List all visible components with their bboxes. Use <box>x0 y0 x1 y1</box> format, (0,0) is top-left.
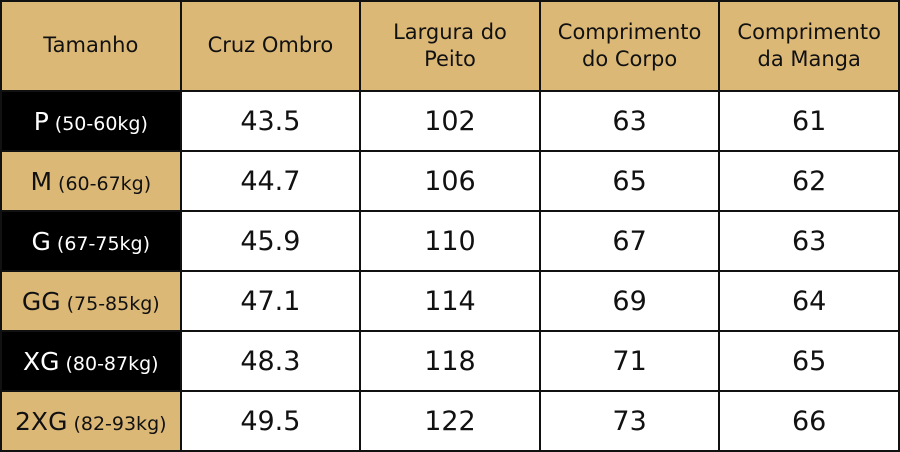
measure-cell: 44.7 <box>179 150 362 212</box>
header-cell: Comprimento da Manga <box>718 0 900 92</box>
weight-range: (60-67kg) <box>58 172 152 195</box>
measure-cell: 114 <box>359 270 541 332</box>
size-cell: 2XG (82-93kg) <box>0 390 182 452</box>
measure-cell: 43.5 <box>179 90 362 152</box>
size-row: XG (80-87kg) 48.3 118 71 65 <box>0 330 900 392</box>
measure-cell: 63 <box>718 210 900 272</box>
measure-cell: 47.1 <box>179 270 362 332</box>
size-row: 2XG (82-93kg) 49.5 122 73 66 <box>0 390 900 452</box>
header-cell: Largura do Peito <box>359 0 541 92</box>
size-label: M <box>30 166 53 196</box>
measure-cell: 118 <box>359 330 541 392</box>
measure-cell: 48.3 <box>179 330 362 392</box>
weight-range: (67-75kg) <box>56 232 151 255</box>
size-cell: G (67-75kg) <box>0 210 182 272</box>
size-row: M (60-67kg) 44.7 106 65 62 <box>0 150 900 212</box>
measure-cell: 67 <box>538 210 721 272</box>
header-cell: Comprimento do Corpo <box>538 0 721 92</box>
size-cell: XG (80-87kg) <box>0 330 182 392</box>
table-head: Tamanho Cruz Ombro Largura do Peito Comprim… <box>0 0 900 92</box>
size-label: XG <box>22 346 60 376</box>
size-label: G <box>31 226 51 256</box>
measure-cell: 122 <box>359 390 541 452</box>
measure-cell: 65 <box>538 150 721 212</box>
header-row: Tamanho Cruz Ombro Largura do Peito Comprim… <box>0 0 900 92</box>
size-cell: M (60-67kg) <box>0 150 182 212</box>
size-row: P (50-60kg) 43.5 102 63 61 <box>0 90 900 152</box>
size-label: GG <box>21 286 61 316</box>
measure-cell: 61 <box>718 90 900 152</box>
weight-range: (80-87kg) <box>65 352 159 375</box>
measure-cell: 71 <box>538 330 721 392</box>
size-row: G (67-75kg) 45.9 110 67 63 <box>0 210 900 272</box>
table-body: P (50-60kg) 43.5 102 63 61 M (60-67kg) 44.7 106 65… <box>0 90 900 452</box>
measure-cell: 110 <box>359 210 541 272</box>
header-cell: Cruz Ombro <box>179 0 362 92</box>
measure-cell: 66 <box>718 390 900 452</box>
measure-cell: 65 <box>718 330 900 392</box>
size-row: GG (75-85kg) 47.1 114 69 64 <box>0 270 900 332</box>
weight-range: (75-85kg) <box>66 292 160 315</box>
size-label: 2XG <box>15 406 68 436</box>
size-cell: GG (75-85kg) <box>0 270 182 332</box>
measure-cell: 62 <box>718 150 900 212</box>
weight-range: (50-60kg) <box>54 112 148 135</box>
weight-range: (82-93kg) <box>73 412 167 435</box>
measure-cell: 49.5 <box>179 390 362 452</box>
measure-cell: 45.9 <box>179 210 362 272</box>
measure-cell: 73 <box>538 390 721 452</box>
size-label: P <box>33 106 49 136</box>
measure-cell: 64 <box>718 270 900 332</box>
measure-cell: 69 <box>538 270 721 332</box>
measure-cell: 102 <box>359 90 541 152</box>
header-cell: Tamanho <box>0 0 182 92</box>
measure-cell: 63 <box>538 90 721 152</box>
size-cell: P (50-60kg) <box>0 90 182 152</box>
measure-cell: 106 <box>359 150 541 212</box>
